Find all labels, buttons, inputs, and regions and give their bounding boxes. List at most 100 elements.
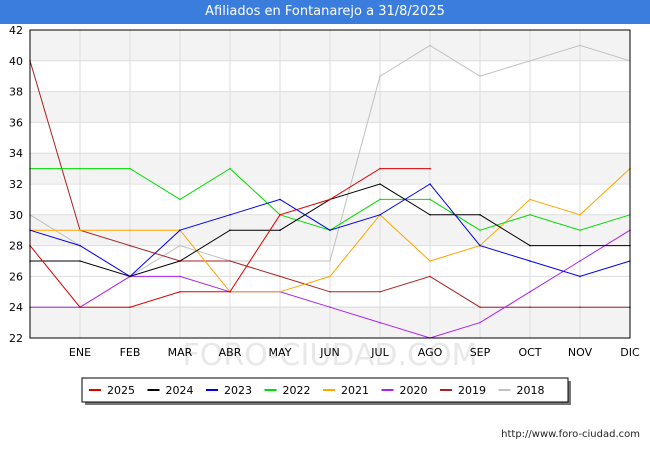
legend-item-2024: 2024 bbox=[147, 384, 194, 397]
data-point-2022 bbox=[229, 167, 231, 170]
data-point-2022 bbox=[479, 229, 481, 231]
data-point-2018 bbox=[179, 244, 181, 247]
data-point-2022 bbox=[579, 229, 581, 231]
data-point-2021 bbox=[579, 214, 581, 216]
data-point-2024 bbox=[129, 275, 131, 278]
data-point-2025 bbox=[279, 214, 281, 216]
data-point-2020 bbox=[329, 306, 331, 309]
data-point-2021 bbox=[329, 275, 331, 278]
data-point-2020 bbox=[529, 291, 531, 293]
data-point-2023 bbox=[479, 244, 481, 247]
legend-label: 2018 bbox=[517, 384, 545, 397]
y-tick-label: 34 bbox=[9, 147, 23, 160]
data-point-2023 bbox=[279, 198, 281, 201]
x-tick-label: AGO bbox=[418, 346, 443, 359]
y-tick-label: 42 bbox=[9, 24, 23, 37]
source-url: http://www.foro-ciudad.com bbox=[501, 429, 640, 440]
data-point-2018 bbox=[479, 75, 481, 77]
y-tick-label: 30 bbox=[9, 209, 23, 222]
data-point-2023 bbox=[179, 229, 181, 231]
data-point-2022 bbox=[529, 214, 531, 216]
data-point-2020 bbox=[379, 321, 381, 324]
data-point-2023 bbox=[329, 229, 331, 231]
plot-frame bbox=[29, 29, 631, 339]
data-point-2024 bbox=[279, 229, 281, 231]
data-point-2022 bbox=[79, 167, 81, 170]
y-tick-label: 38 bbox=[9, 86, 23, 99]
data-point-2021 bbox=[79, 229, 81, 231]
data-point-2024 bbox=[179, 260, 181, 262]
x-axis-ticks: ENE FEB MAR ABR MAY JUN JUL AGO SEP OCT NOV DIC bbox=[69, 346, 640, 359]
data-point-2025 bbox=[129, 306, 131, 309]
y-tick-label: 26 bbox=[9, 270, 23, 283]
legend-item-2023: 2023 bbox=[206, 384, 252, 397]
data-point-2019 bbox=[129, 244, 131, 247]
data-point-2024 bbox=[429, 214, 431, 216]
y-tick-label: 32 bbox=[9, 178, 23, 191]
x-tick-label: DIC bbox=[620, 346, 640, 359]
legend-label: 2019 bbox=[458, 384, 486, 397]
legend-item-2025: 2025 bbox=[89, 384, 135, 397]
y-tick-label: 36 bbox=[9, 116, 23, 129]
legend-item-2022: 2022 bbox=[264, 384, 311, 397]
x-tick-label: NOV bbox=[568, 346, 593, 359]
data-point-2022 bbox=[429, 198, 431, 201]
data-point-2022 bbox=[129, 167, 131, 170]
data-point-2025 bbox=[429, 167, 431, 170]
data-point-2020 bbox=[179, 275, 181, 278]
data-point-2023 bbox=[379, 214, 381, 216]
data-point-2024 bbox=[529, 244, 531, 247]
watermark: FORO-CIUDAD.COM bbox=[183, 338, 478, 373]
data-point-2018 bbox=[429, 44, 431, 47]
data-point-2023 bbox=[529, 260, 531, 262]
data-point-2019 bbox=[279, 275, 281, 278]
data-point-2022 bbox=[379, 198, 381, 201]
y-axis-ticks: 22 24 26 28 30 32 34 36 38 40 42 bbox=[9, 24, 23, 345]
data-point-2018 bbox=[379, 75, 381, 77]
data-point-2024 bbox=[479, 214, 481, 216]
data-point-2021 bbox=[529, 198, 531, 201]
legend-label: 2021 bbox=[341, 384, 369, 397]
data-point-2025 bbox=[379, 167, 381, 170]
data-point-2018 bbox=[579, 44, 581, 47]
legend-item-2020: 2020 bbox=[381, 384, 428, 397]
x-tick-label: ENE bbox=[69, 346, 91, 359]
y-tick-label: 22 bbox=[9, 332, 23, 345]
legend-label: 2020 bbox=[400, 384, 428, 397]
data-point-2021 bbox=[129, 229, 131, 231]
data-point-2023 bbox=[79, 244, 81, 247]
data-point-2025 bbox=[179, 291, 181, 293]
data-point-2019 bbox=[229, 260, 231, 262]
x-tick-label: JUN bbox=[319, 346, 340, 359]
data-point-2019 bbox=[429, 275, 431, 278]
data-point-2019 bbox=[479, 306, 481, 309]
y-tick-label: 28 bbox=[9, 240, 23, 253]
data-point-2018 bbox=[529, 60, 531, 62]
legend-label: 2022 bbox=[283, 384, 311, 397]
x-tick-label: ABR bbox=[219, 346, 242, 359]
data-point-2025 bbox=[79, 306, 81, 309]
y-tick-label: 24 bbox=[9, 301, 23, 314]
legend-item-2019: 2019 bbox=[440, 384, 486, 397]
data-point-2025 bbox=[229, 291, 231, 293]
x-tick-label: JUL bbox=[370, 346, 389, 359]
data-point-2019 bbox=[579, 306, 581, 309]
data-point-2021 bbox=[429, 260, 431, 262]
legend-item-2018: 2018 bbox=[498, 384, 545, 397]
data-point-2024 bbox=[79, 260, 81, 262]
legend-label: 2023 bbox=[224, 384, 252, 397]
data-point-2024 bbox=[579, 244, 581, 247]
data-point-2020 bbox=[479, 321, 481, 324]
x-tick-label: MAY bbox=[269, 346, 292, 359]
legend-item-2021: 2021 bbox=[323, 384, 369, 397]
data-point-2025 bbox=[329, 198, 331, 201]
data-point-2019 bbox=[379, 291, 381, 293]
legend-box bbox=[81, 377, 569, 403]
data-point-2023 bbox=[229, 214, 231, 216]
data-point-2022 bbox=[179, 198, 181, 201]
data-point-2019 bbox=[529, 306, 531, 309]
x-tick-label: SEP bbox=[470, 346, 491, 359]
data-point-2019 bbox=[329, 291, 331, 293]
data-point-2024 bbox=[229, 229, 231, 231]
